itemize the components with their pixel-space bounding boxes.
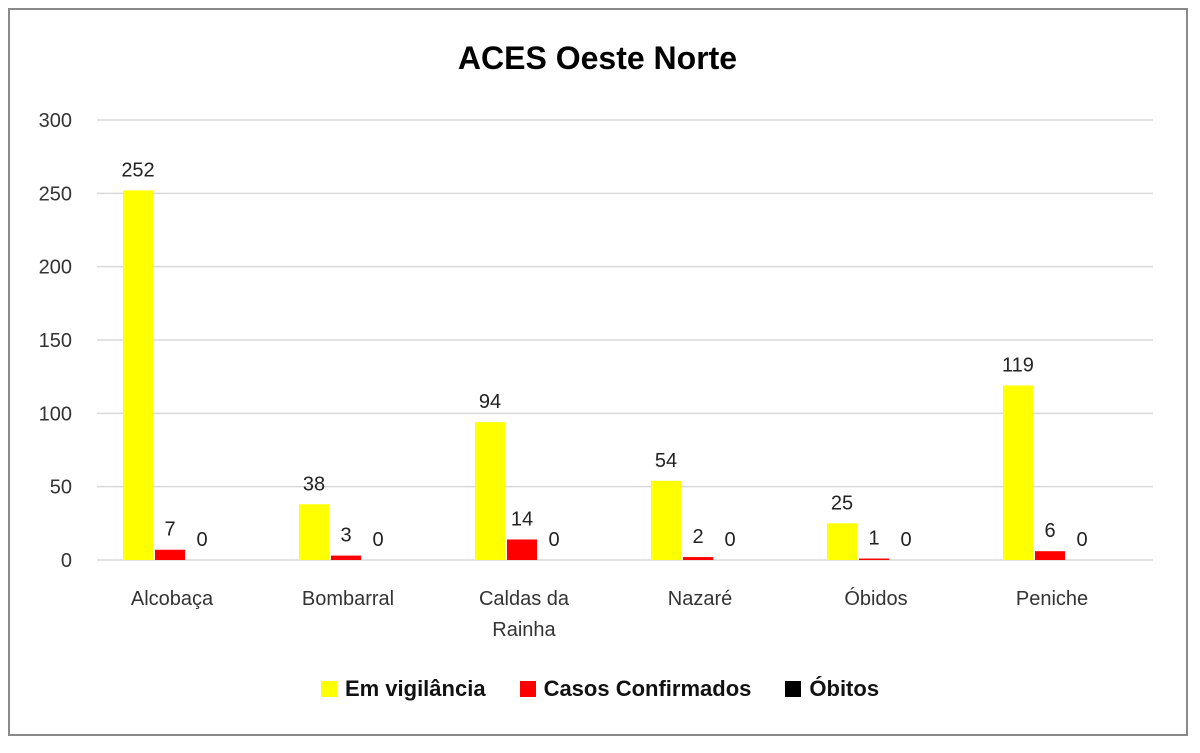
bar-em-vigilancia-peniche [1003, 385, 1033, 560]
data-label-obitos-nazare: 0 [724, 529, 735, 551]
data-label-obitos-obidos: 0 [900, 529, 911, 551]
data-label-em-vigilancia-obidos: 25 [831, 492, 853, 514]
bar-em-vigilancia-nazare [651, 480, 681, 560]
data-label-em-vigilancia-alcobaca: 252 [121, 159, 154, 181]
legend-label-em-vigilancia: Em vigilância [344, 676, 486, 701]
bar-casos-confirmados-peniche [1035, 551, 1065, 560]
bar-casos-confirmados-obidos [859, 558, 889, 560]
data-label-obitos-bombarral: 0 [372, 529, 383, 551]
bar-casos-confirmados-alcobaca [155, 549, 185, 560]
data-label-casos-confirmados-peniche: 6 [1044, 520, 1055, 542]
legend-item-obitos: Óbitos [785, 676, 879, 702]
x-tick-label-caldas-da-rainha: Caldas da Rainha [479, 588, 570, 641]
bar-em-vigilancia-bombarral [299, 504, 329, 560]
x-tick-label-obidos: Óbidos [844, 587, 907, 610]
bar-em-vigilancia-alcobaca [123, 190, 153, 560]
x-tick-label-nazare: Nazaré [668, 588, 732, 610]
chart-legend: Em vigilância Casos Confirmados Óbitos [0, 676, 1200, 702]
legend-item-casos-confirmados: Casos Confirmados [519, 676, 752, 702]
y-tick-label-0: 0 [61, 550, 72, 572]
bar-casos-confirmados-caldas-da-rainha [507, 539, 537, 560]
data-label-casos-confirmados-obidos: 1 [868, 528, 879, 550]
x-tick-label-peniche: Peniche [1016, 588, 1088, 610]
bar-casos-confirmados-bombarral [331, 555, 361, 560]
legend-label-casos-confirmados: Casos Confirmados [543, 676, 752, 701]
legend-label-obitos: Óbitos [809, 676, 880, 701]
data-label-obitos-peniche: 0 [1076, 529, 1087, 551]
y-tick-label-50: 50 [50, 477, 72, 499]
legend-swatch-casos-confirmados [519, 681, 536, 697]
data-label-em-vigilancia-bombarral: 38 [303, 473, 325, 495]
data-label-casos-confirmados-caldas-da-rainha: 14 [511, 508, 533, 530]
chart-title: ACES Oeste Norte [457, 40, 738, 76]
bar-casos-confirmados-nazare [683, 557, 713, 560]
legend-item-em-vigilancia: Em vigilância [320, 676, 486, 702]
legend-swatch-obitos [785, 681, 802, 697]
y-tick-label-100: 100 [39, 403, 72, 425]
data-label-obitos-alcobaca: 0 [196, 529, 207, 551]
x-tick-label-alcobaca: Alcobaça [131, 588, 214, 610]
y-tick-label-200: 200 [39, 257, 72, 279]
data-label-obitos-caldas-da-rainha: 0 [548, 529, 559, 551]
data-label-em-vigilancia-nazare: 54 [655, 450, 677, 472]
y-tick-label-150: 150 [39, 330, 72, 352]
data-label-casos-confirmados-alcobaca: 7 [164, 519, 175, 541]
data-label-casos-confirmados-nazare: 2 [692, 526, 703, 548]
bar-em-vigilancia-caldas-da-rainha [475, 422, 505, 560]
y-tick-label-250: 250 [39, 183, 72, 205]
chart-frame [8, 8, 1188, 736]
legend-swatch-em-vigilancia [320, 681, 337, 697]
data-label-em-vigilancia-caldas-da-rainha: 94 [479, 391, 501, 413]
x-tick-label-bombarral: Bombarral [302, 588, 394, 610]
y-tick-label-300: 300 [39, 110, 72, 132]
bar-em-vigilancia-obidos [827, 523, 857, 560]
data-label-em-vigilancia-peniche: 119 [1002, 354, 1034, 376]
data-label-casos-confirmados-bombarral: 3 [340, 525, 351, 547]
